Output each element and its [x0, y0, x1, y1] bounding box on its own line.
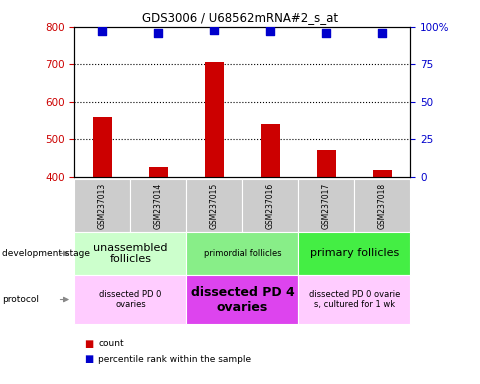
Point: [323, 30, 330, 36]
Text: ■: ■: [84, 339, 93, 349]
Bar: [372, 170, 392, 177]
Text: GDS3006 / U68562mRNA#2_s_at: GDS3006 / U68562mRNA#2_s_at: [142, 12, 338, 25]
Text: GSM237013: GSM237013: [98, 182, 107, 228]
Text: GSM237016: GSM237016: [266, 182, 275, 228]
Text: GSM237015: GSM237015: [210, 182, 219, 228]
Point: [379, 30, 386, 36]
Text: GSM237017: GSM237017: [322, 182, 331, 228]
Text: count: count: [98, 339, 124, 348]
Text: dissected PD 0
ovaries: dissected PD 0 ovaries: [99, 290, 162, 309]
Bar: [317, 151, 336, 177]
Text: protocol: protocol: [2, 295, 39, 304]
Text: GSM237014: GSM237014: [154, 182, 163, 228]
Text: dissected PD 4
ovaries: dissected PD 4 ovaries: [191, 286, 294, 313]
Text: unassembled
follicles: unassembled follicles: [93, 243, 168, 264]
Bar: [149, 167, 168, 177]
Text: GSM237018: GSM237018: [378, 182, 387, 228]
Point: [211, 27, 218, 33]
Point: [98, 28, 106, 35]
Text: primordial follicles: primordial follicles: [204, 249, 281, 258]
Text: development stage: development stage: [2, 249, 90, 258]
Bar: [93, 117, 112, 177]
Text: primary follicles: primary follicles: [310, 248, 399, 258]
Bar: [261, 124, 280, 177]
Text: ■: ■: [84, 354, 93, 364]
Text: percentile rank within the sample: percentile rank within the sample: [98, 354, 252, 364]
Point: [266, 28, 274, 35]
Point: [155, 30, 162, 36]
Bar: [204, 63, 224, 177]
Text: dissected PD 0 ovarie
s, cultured for 1 wk: dissected PD 0 ovarie s, cultured for 1 …: [309, 290, 400, 309]
